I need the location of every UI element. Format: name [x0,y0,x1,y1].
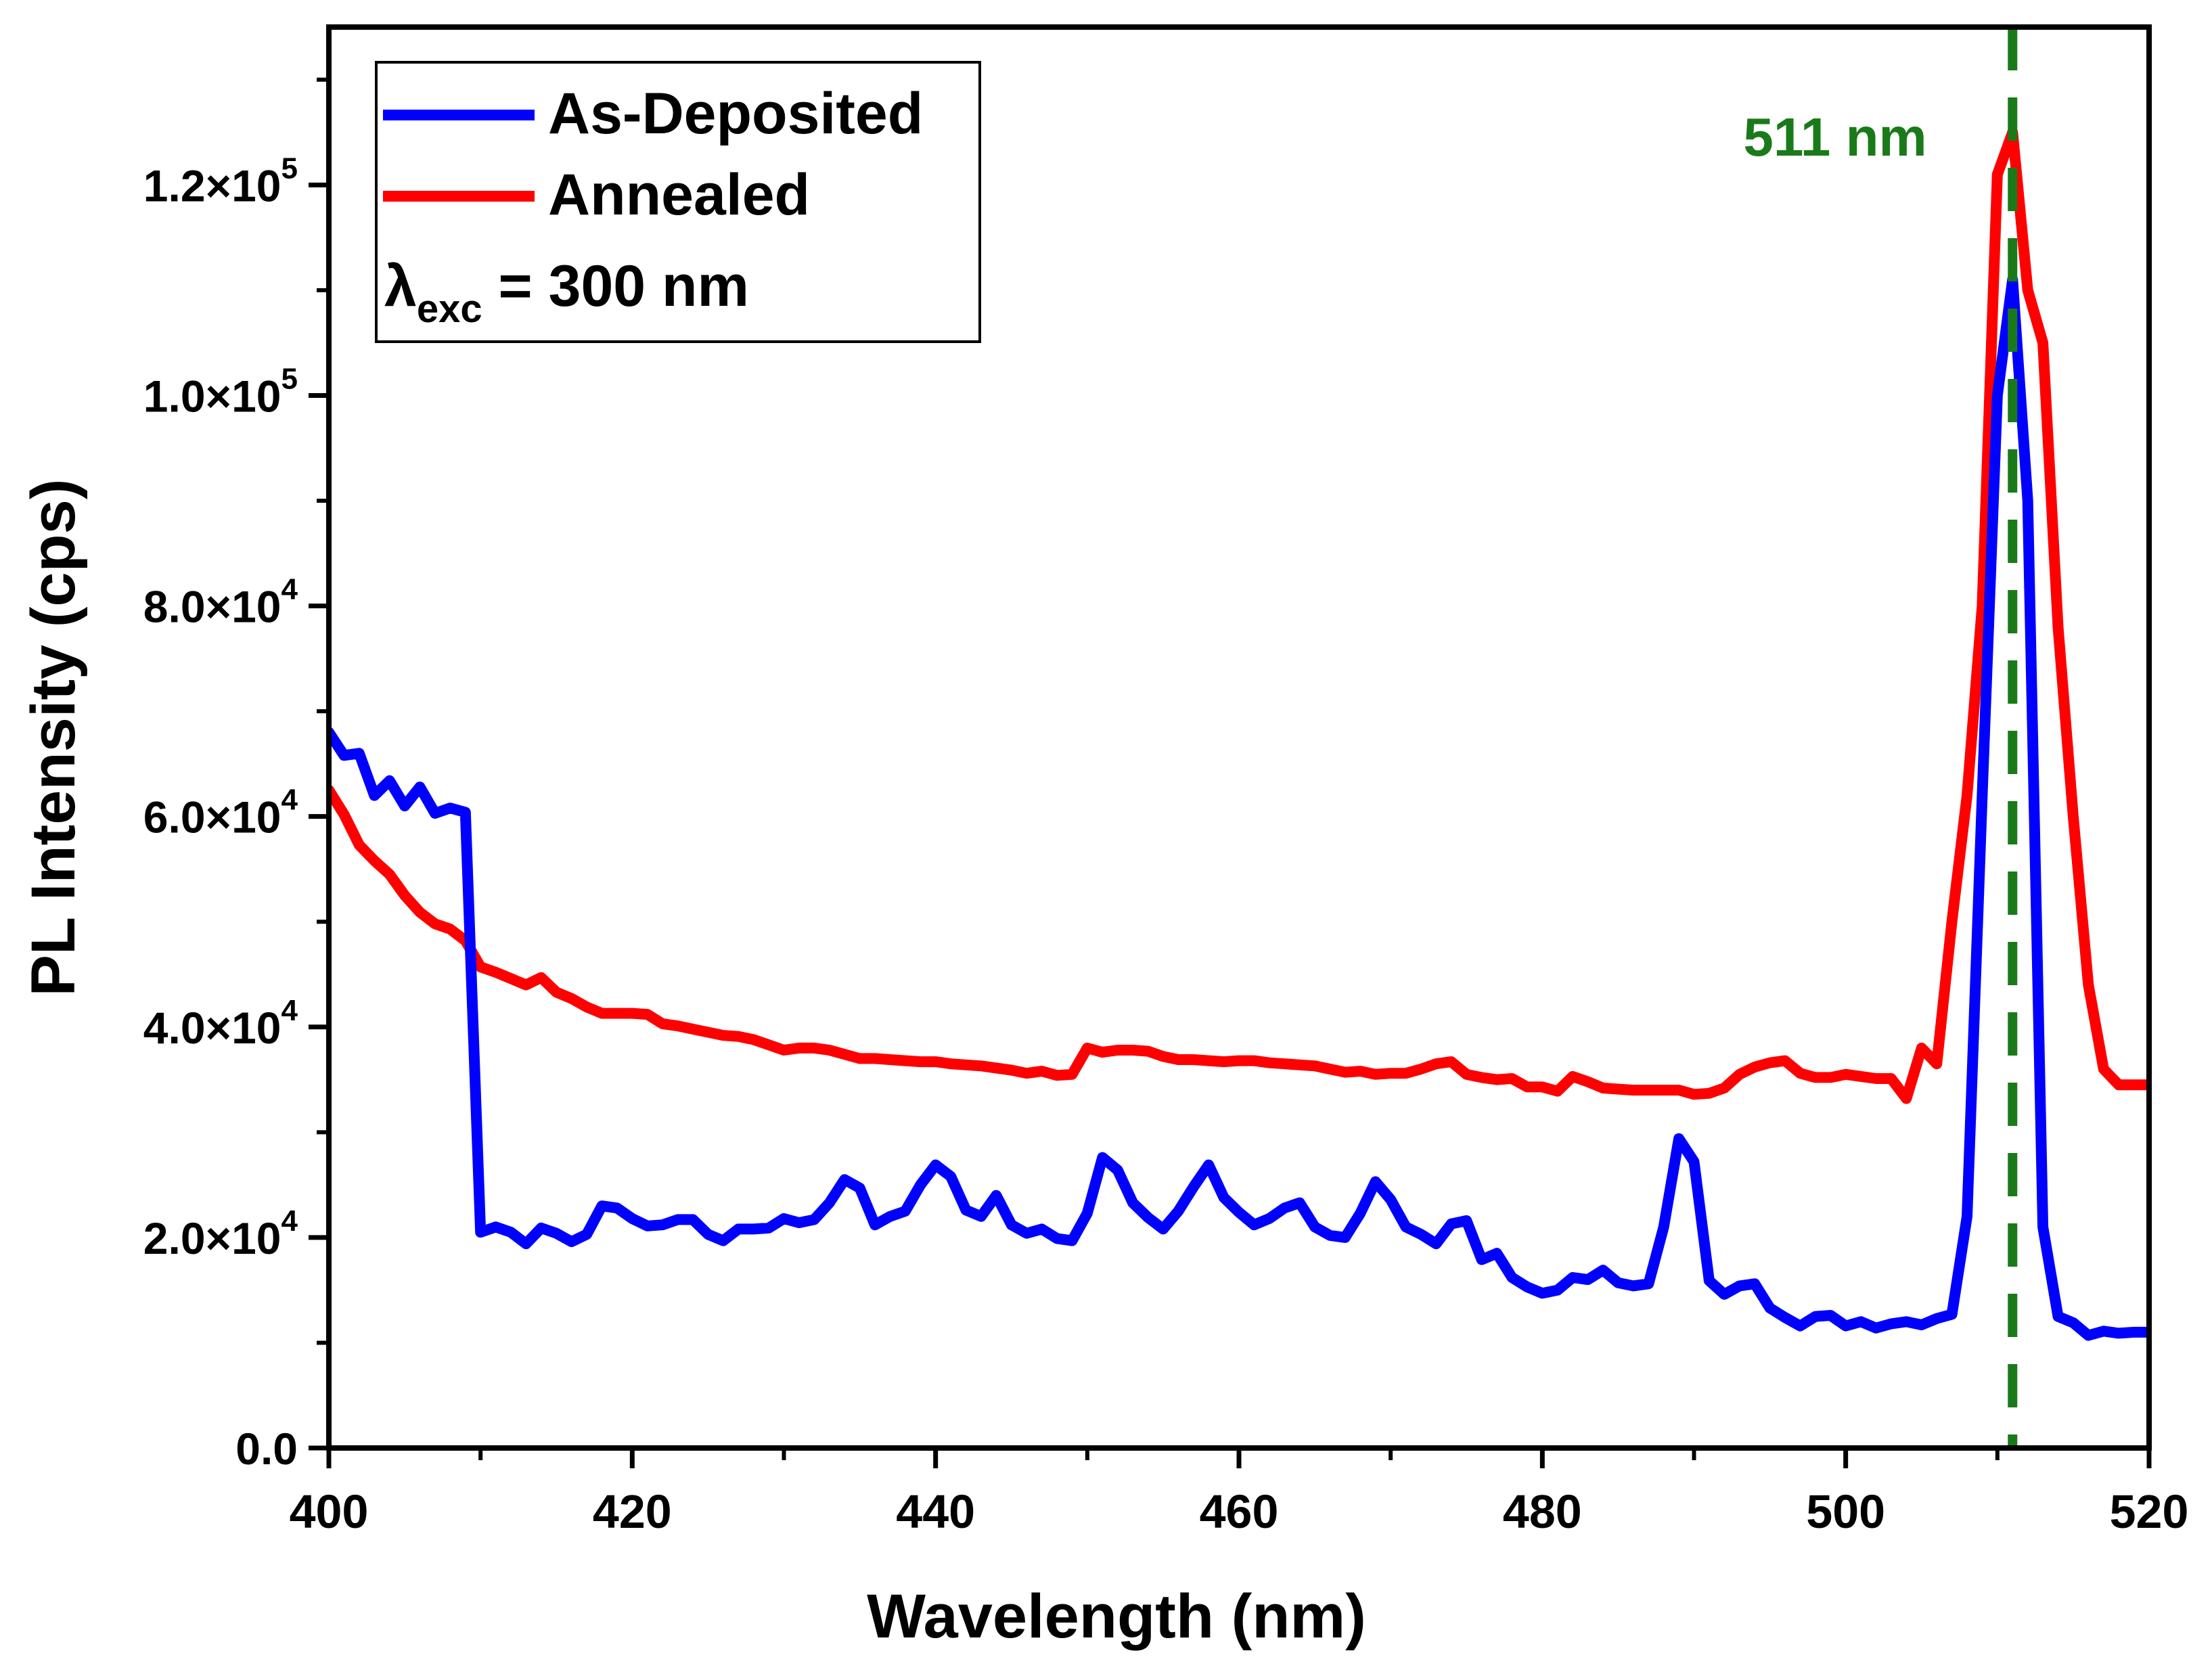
y-tick-mantissa: 1.0×10 [143,371,281,421]
y-tick-label: 1.2×105 [143,152,298,210]
y-tick-exponent: 5 [281,362,298,395]
x-axis: 400 420 440 460 480 500 520 [290,1448,2189,1538]
y-tick-exponent: 4 [281,1204,298,1238]
y-tick-mantissa: 8.0×10 [143,582,281,632]
y-tick-mantissa: 2.0×10 [143,1213,281,1263]
y-tick-label: 2.0×104 [143,1204,298,1263]
excitation-subscript: exc [417,287,482,331]
legend-excitation-note: λexc = 300 nm [384,254,749,331]
legend-label-annealed: Annealed [548,162,810,227]
y-tick-exponent: 4 [281,784,298,817]
y-tick-exponent: 4 [281,573,298,606]
y-tick-exponent: 5 [281,152,298,185]
y-tick-exponent: 4 [281,994,298,1027]
x-tick-label: 520 [2110,1485,2189,1538]
legend-box [375,61,981,343]
y-tick-label: 1.0×105 [143,362,298,421]
y-tick-label: 8.0×104 [143,573,298,632]
y-tick-label: 4.0×104 [143,994,298,1053]
peak-label: 511 nm [1743,107,1926,167]
series-line-annealed [329,127,2149,1104]
x-tick-label: 460 [1200,1485,1279,1538]
x-tick-label: 500 [1806,1485,1885,1538]
lambda-symbol: λ [384,254,417,319]
legend: As-Deposited Annealed λexc = 300 nm [375,61,981,343]
y-tick-mantissa: 0.0 [235,1424,298,1474]
y-tick-mantissa: 1.2×10 [143,160,281,210]
x-tick-label: 400 [290,1485,369,1538]
y-axis: 0.02.0×1044.0×1046.0×1048.0×1041.0×1051.… [143,77,329,1474]
plot-series-group [329,27,2149,1448]
x-tick-label: 480 [1503,1485,1582,1538]
y-axis-title: PL Intensity (cps) [19,478,88,996]
x-tick-label: 440 [896,1485,975,1538]
legend-label-as-deposited: As-Deposited [548,81,923,146]
y-tick-mantissa: 6.0×10 [143,792,281,842]
y-tick-label: 6.0×104 [143,784,298,842]
x-axis-title: Wavelength (nm) [867,1582,1366,1651]
x-tick-label: 420 [593,1485,672,1538]
y-tick-mantissa: 4.0×10 [143,1003,281,1053]
excitation-value: = 300 nm [482,254,749,319]
series-line-as-deposited [329,274,2149,1341]
y-tick-label: 0.0 [235,1424,298,1474]
